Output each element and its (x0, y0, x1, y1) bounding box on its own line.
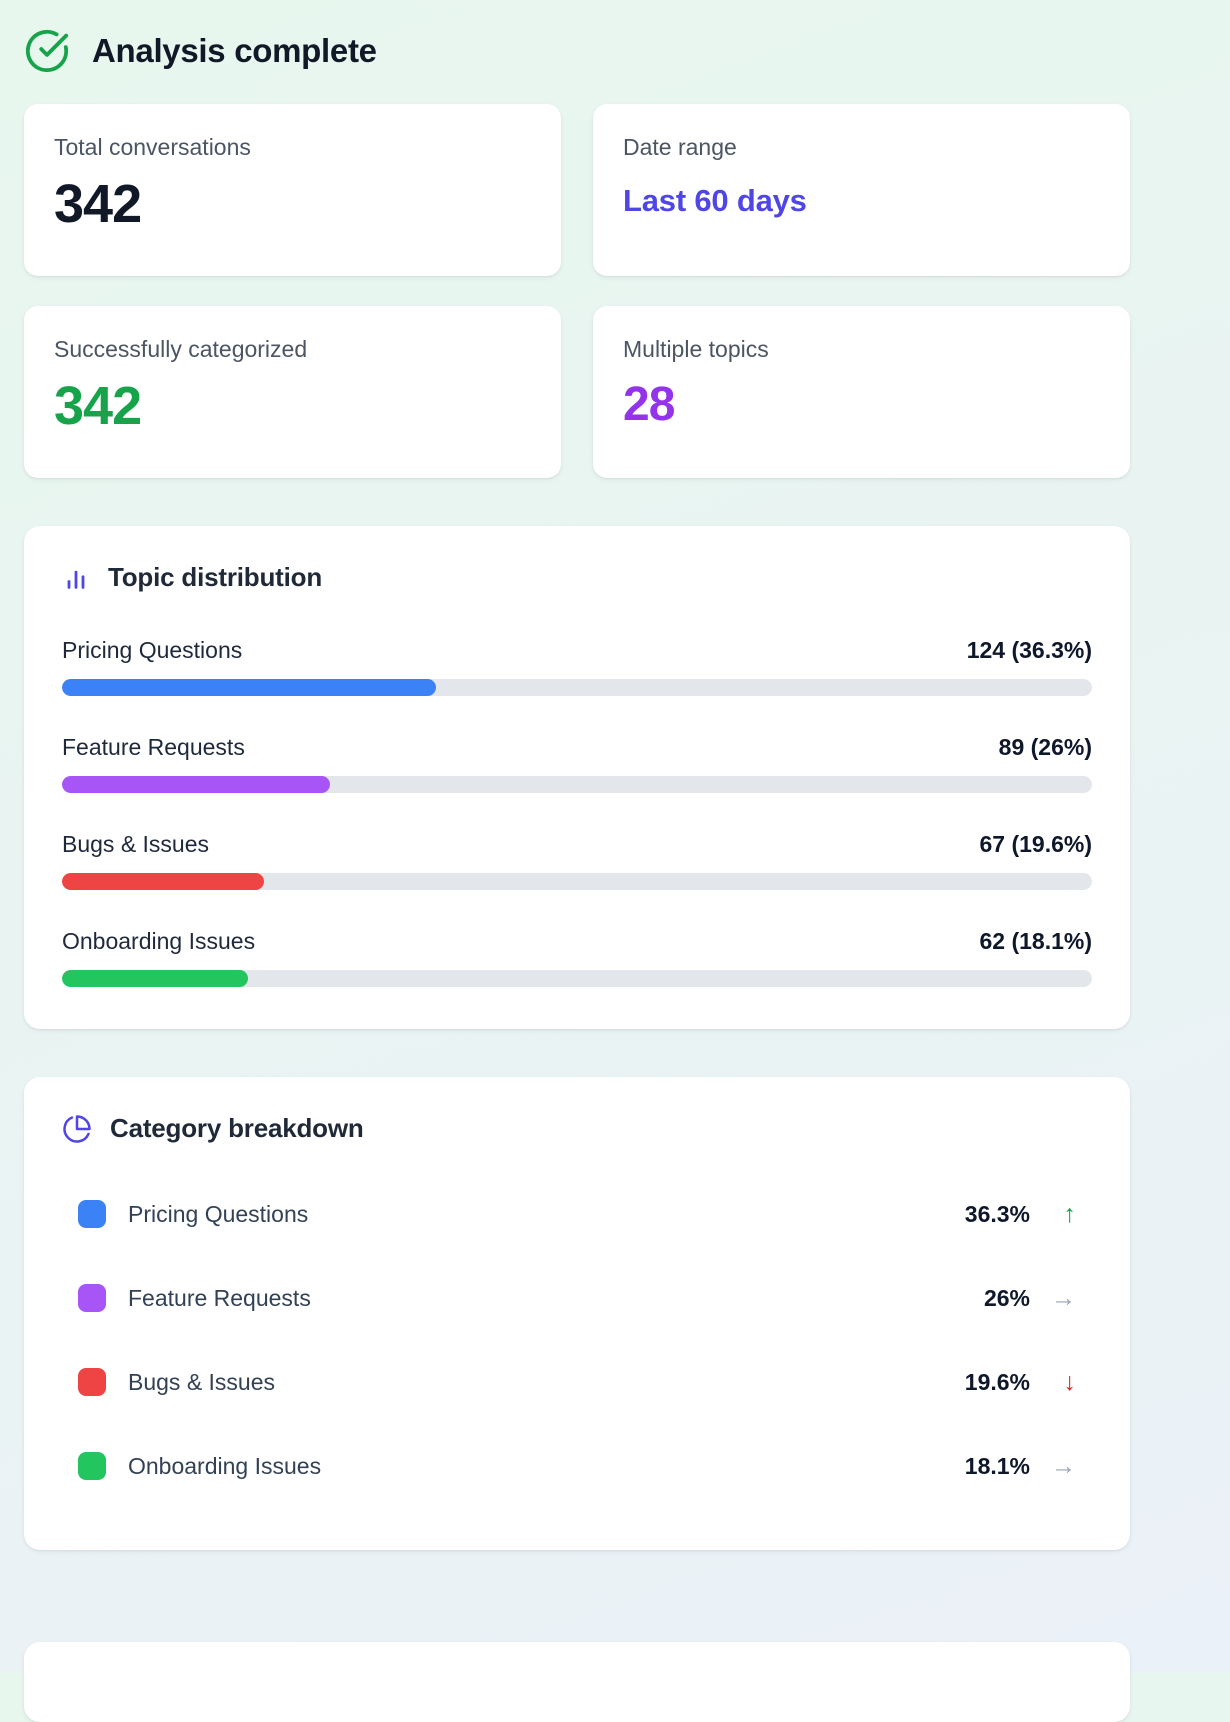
progress-fill (62, 873, 264, 890)
pie-chart-icon (62, 1114, 92, 1144)
topic-row-head: Bugs & Issues 67 (19.6%) (62, 831, 1092, 858)
category-swatch (78, 1200, 106, 1228)
stat-value: Last 60 days (623, 183, 807, 218)
topic-label: Bugs & Issues (62, 831, 210, 857)
category-row-bugs-issues: Bugs & Issues 19.6% ↓ (62, 1340, 1092, 1424)
category-label: Onboarding Issues (128, 1452, 322, 1479)
progress-fill (62, 970, 249, 987)
trend-flat-icon: → (1051, 1283, 1076, 1312)
category-swatch (78, 1452, 106, 1480)
category-value: 18.1% (964, 1452, 1030, 1479)
category-label: Bugs & Issues (128, 1368, 276, 1395)
category-breakdown-header: Category breakdown (62, 1113, 1092, 1144)
stat-label: Multiple topics (623, 336, 769, 362)
analysis-report: Analysis complete Total conversations 34… (24, 28, 1130, 1722)
category-label: Pricing Questions (128, 1200, 309, 1227)
category-label: Feature Requests (128, 1284, 311, 1311)
category-breakdown-panel: Category breakdown Pricing Questions 36.… (24, 1077, 1130, 1550)
stat-label: Date range (623, 134, 737, 160)
topic-value: 62 (18.1%) (979, 928, 1092, 954)
stat-label: Total conversations (54, 134, 251, 160)
topic-row-pricing-questions: Pricing Questions 124 (36.3%) (62, 637, 1092, 696)
next-card-peek (24, 1642, 1130, 1722)
panel-title-text: Category breakdown (110, 1113, 364, 1143)
progress-fill (62, 679, 436, 696)
summary-stats: Total conversations 342 Date range Last … (24, 104, 1130, 478)
topic-row-head: Pricing Questions 124 (36.3%) (62, 637, 1092, 664)
progress-track (62, 776, 1092, 793)
report-header: Analysis complete (24, 28, 1130, 74)
category-rows: Pricing Questions 36.3% ↑ Feature Reques… (62, 1172, 1092, 1508)
stat-value: 28 (623, 378, 675, 431)
topic-distribution-panel: Topic distribution Pricing Questions 124… (24, 526, 1130, 1029)
panel-title-text: Topic distribution (108, 562, 322, 592)
topic-row-head: Onboarding Issues 62 (18.1%) (62, 928, 1092, 955)
trend-down-icon: ↓ (1063, 1367, 1077, 1396)
topic-label: Feature Requests (62, 734, 245, 760)
topic-row-bugs-issues: Bugs & Issues 67 (19.6%) (62, 831, 1092, 890)
stat-card-date-range: Date range Last 60 days (593, 104, 1130, 276)
stat-value: 342 (54, 174, 142, 234)
topic-row-feature-requests: Feature Requests 89 (26%) (62, 734, 1092, 793)
stat-card-successfully-categorized: Successfully categorized 342 (24, 306, 561, 478)
progress-track (62, 679, 1092, 696)
trend-up-icon: ↑ (1063, 1199, 1077, 1228)
category-row-feature-requests: Feature Requests 26% → (62, 1256, 1092, 1340)
stat-card-multiple-topics: Multiple topics 28 (593, 306, 1130, 478)
trend-flat-icon: → (1051, 1451, 1076, 1480)
progress-fill (62, 776, 330, 793)
topic-distribution-header: Topic distribution (62, 562, 1092, 593)
topic-label: Onboarding Issues (62, 928, 256, 954)
category-value: 36.3% (964, 1200, 1030, 1227)
topic-row-onboarding-issues: Onboarding Issues 62 (18.1%) (62, 928, 1092, 987)
stat-label: Successfully categorized (54, 336, 308, 362)
check-circle-icon (24, 28, 70, 74)
category-value: 19.6% (964, 1368, 1030, 1395)
category-row-onboarding-issues: Onboarding Issues 18.1% → (62, 1424, 1092, 1508)
topic-value: 89 (26%) (998, 734, 1092, 760)
bar-chart-icon (62, 564, 90, 592)
stat-card-total-conversations: Total conversations 342 (24, 104, 561, 276)
category-value: 26% (983, 1284, 1030, 1311)
topic-row-head: Feature Requests 89 (26%) (62, 734, 1092, 761)
progress-track (62, 873, 1092, 890)
page-title: Analysis complete (92, 32, 377, 69)
progress-track (62, 970, 1092, 987)
category-swatch (78, 1284, 106, 1312)
topic-value: 67 (19.6%) (979, 831, 1092, 857)
category-swatch (78, 1368, 106, 1396)
topic-value: 124 (36.3%) (966, 637, 1092, 663)
stat-value: 342 (54, 376, 142, 436)
topic-label: Pricing Questions (62, 637, 243, 663)
category-row-pricing-questions: Pricing Questions 36.3% ↑ (62, 1172, 1092, 1256)
